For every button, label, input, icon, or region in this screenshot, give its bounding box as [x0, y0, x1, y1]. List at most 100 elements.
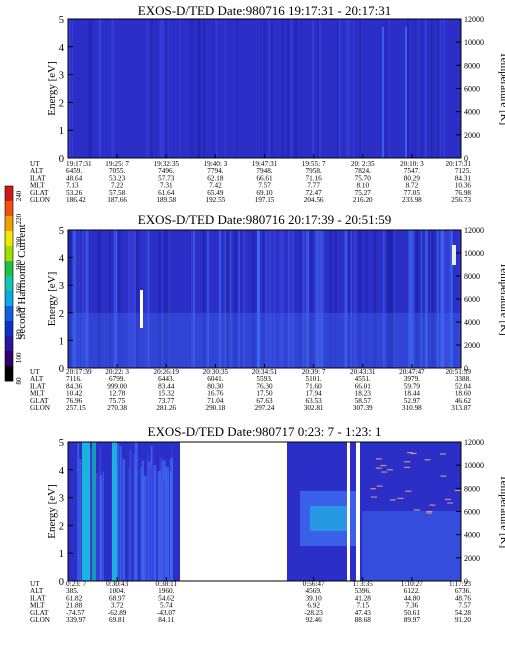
heat-stripe — [350, 230, 352, 368]
heat-stripe — [420, 230, 423, 368]
table-cell: 76.96 — [66, 397, 83, 405]
gap-stripe — [452, 245, 456, 265]
table-cell: 69.81 — [109, 616, 126, 624]
table-cell: 75.27 — [355, 189, 372, 197]
table-cell: 7.57 — [258, 182, 271, 190]
table-cell: 310.98 — [402, 404, 422, 412]
table-cell: 1004. — [109, 587, 125, 595]
heat-stripe — [344, 230, 348, 368]
table-cell: 5.74 — [160, 602, 173, 610]
table-cell: 71.16 — [306, 174, 323, 182]
y2-tick-label: 10000 — [464, 249, 484, 258]
x-tick-label: 20:39: 7 — [302, 368, 326, 376]
table-cell: 76.30 — [256, 382, 273, 390]
heat-stripe — [264, 230, 269, 368]
heat-stripe — [68, 230, 72, 368]
table-cell: 54.62 — [158, 594, 175, 602]
x-tick-label: 1:17:23 — [449, 580, 471, 588]
table-cell: 66.61 — [256, 174, 273, 182]
heat-stripe — [168, 230, 171, 368]
heat-stripe — [388, 230, 391, 368]
heat-stripe — [305, 230, 310, 368]
y2-tick-label: 6000 — [464, 85, 480, 94]
table-cell: 6799. — [109, 375, 125, 383]
y-tick-label: 4 — [59, 43, 65, 54]
heat-stripe — [127, 230, 132, 368]
temperature-marker — [454, 489, 461, 492]
y2-tick-label: 8000 — [464, 272, 480, 281]
heat-stripe — [236, 19, 238, 158]
table-cell: 17.50 — [256, 390, 273, 398]
table-cell: 7.57 — [458, 602, 471, 610]
orbit-table: UTALTILATMLTGLATGLON19:17:316459.48.647.… — [30, 154, 471, 204]
heat-stripe — [383, 230, 385, 368]
table-cell: 999.00 — [107, 382, 127, 390]
heat-stripe — [329, 230, 333, 368]
temperature-marker — [426, 512, 433, 514]
heat-stripe — [334, 230, 337, 368]
x-tick-label: 20:26:19 — [153, 368, 179, 376]
heat-stripe — [149, 467, 153, 581]
table-cell: 6041. — [207, 375, 223, 383]
gap-stripe — [356, 442, 360, 581]
y2-tick-label: 0 — [464, 154, 468, 163]
table-cell: 7547. — [404, 167, 420, 175]
table-cell: 4551. — [355, 375, 371, 383]
table-cell: 39.10 — [306, 594, 323, 602]
table-cell: 233.98 — [402, 196, 422, 204]
heat-stripe — [85, 230, 89, 368]
heat-stripe — [449, 230, 453, 368]
temperature-marker — [381, 471, 388, 473]
heat-stripe — [289, 230, 292, 368]
table-cell: 3388. — [455, 375, 471, 383]
table-cell: 84.36 — [66, 382, 83, 390]
panel-2: EXOS-D/TED Date:980716 20:17:39 - 20:51:… — [30, 212, 505, 412]
panels: EXOS-D/TED Date:980716 19:17:31 - 20:17:… — [30, 3, 505, 624]
heat-stripe — [203, 19, 206, 158]
plot-area — [68, 19, 461, 158]
heat-stripe — [116, 443, 119, 581]
colorbar-tick-label: 140 — [15, 306, 23, 317]
heat-stripe — [384, 230, 386, 368]
y2-tick-label: 10000 — [464, 38, 484, 47]
heat-stripe — [135, 230, 139, 368]
y2-tick-label: 4000 — [464, 318, 480, 327]
heat-stripe — [353, 19, 355, 158]
colorbar-tick-label: 120 — [15, 329, 23, 340]
table-cell: 76.98 — [455, 189, 472, 197]
heat-stripe — [301, 19, 302, 158]
heat-stripe — [424, 19, 428, 158]
temperature-marker — [424, 459, 431, 461]
plot-area — [68, 442, 461, 581]
y-tick-label: 1 — [59, 549, 64, 560]
table-cell: 18.23 — [355, 390, 372, 398]
heat-stripe — [145, 230, 147, 368]
temperature-marker — [404, 466, 411, 469]
colorbar-cell — [5, 351, 13, 367]
y-tick-label: 1 — [59, 336, 64, 347]
heat-stripe — [353, 230, 357, 368]
heat-stripe — [251, 230, 256, 368]
temperature-marker — [397, 497, 404, 500]
x-tick-label: 20:17:39 — [66, 368, 92, 376]
heat-stripe — [129, 449, 132, 581]
heat-stripe — [68, 19, 71, 158]
heat-stripe — [436, 230, 440, 368]
heat-stripe — [163, 230, 166, 368]
table-cell: 197.15 — [255, 196, 275, 204]
table-cell: 8.10 — [356, 182, 369, 190]
heat-stripe — [165, 19, 168, 158]
y2-tick-label: 12000 — [464, 226, 484, 235]
table-row-label: ILAT — [30, 174, 46, 182]
y-tick-label: 0 — [59, 154, 64, 165]
table-cell: 61.64 — [158, 189, 175, 197]
temperature-marker — [406, 452, 413, 454]
heat-stripe — [322, 230, 325, 368]
x-tick-label: 19:55: 7 — [302, 160, 326, 168]
table-cell: 7.22 — [111, 182, 124, 190]
table-cell: 5396. — [355, 587, 371, 595]
heat-stripe — [388, 19, 391, 158]
y2-tick-label: 4000 — [464, 531, 480, 540]
table-cell: 89.97 — [404, 616, 421, 624]
table-cell: 6122. — [404, 587, 420, 595]
